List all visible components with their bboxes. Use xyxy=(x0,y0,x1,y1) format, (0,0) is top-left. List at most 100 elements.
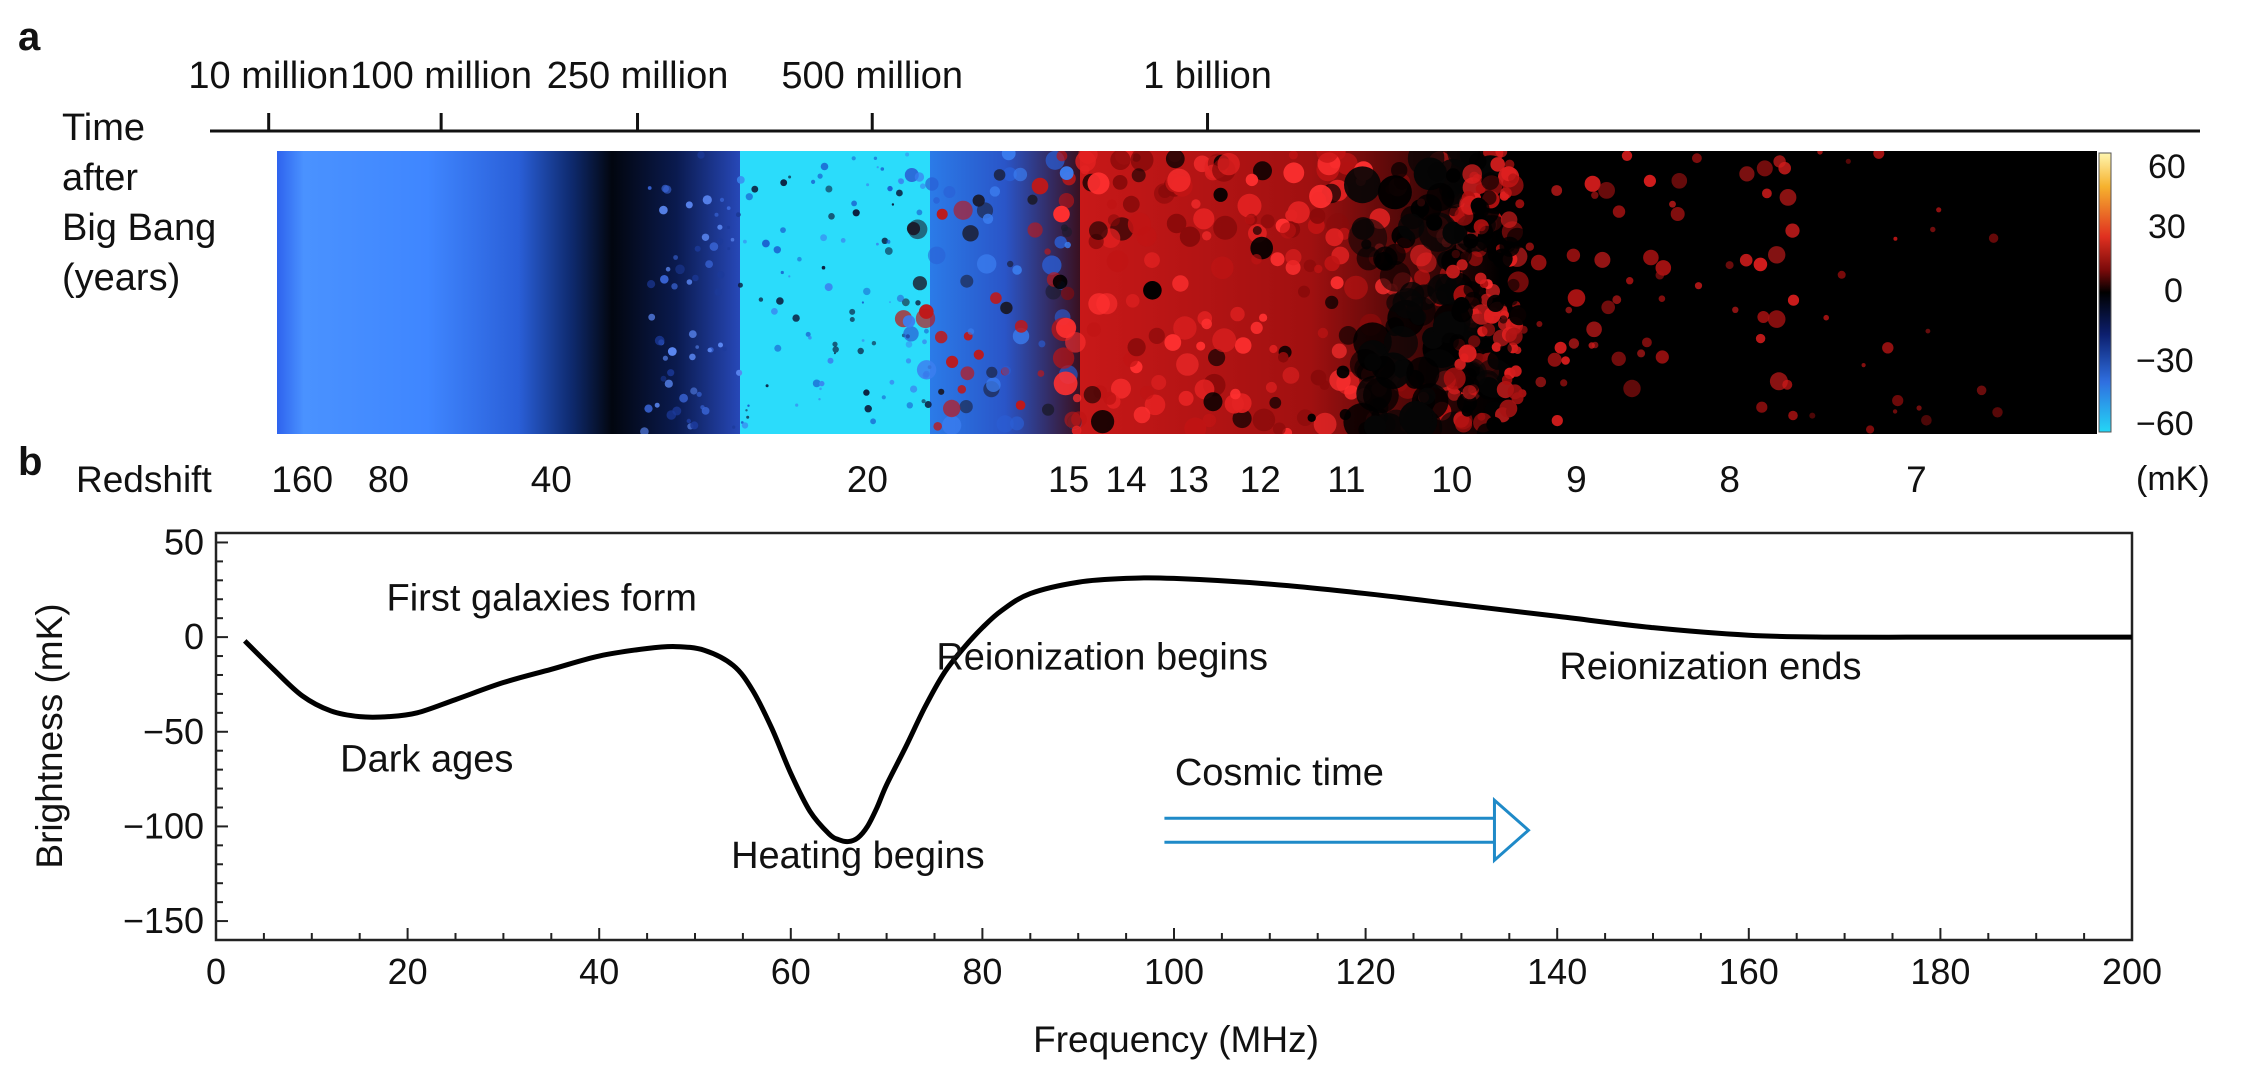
map-speckle xyxy=(1000,301,1013,315)
map-speckle xyxy=(640,427,649,434)
map-speckle xyxy=(1511,354,1525,368)
map-speckle xyxy=(692,274,699,282)
map-speckle xyxy=(1086,322,1101,337)
map-speckle xyxy=(1052,274,1068,290)
y-tick-label: −150 xyxy=(123,900,204,941)
map-speckle xyxy=(1107,214,1120,227)
map-speckle xyxy=(1251,253,1262,265)
map-speckle xyxy=(840,238,846,243)
map-speckle xyxy=(694,245,701,252)
map-speckle xyxy=(788,275,791,278)
map-speckle xyxy=(735,212,741,218)
map-speckle xyxy=(1725,261,1734,270)
map-speckle xyxy=(1344,275,1368,300)
map-speckle xyxy=(1103,391,1117,405)
map-speckle xyxy=(1364,353,1382,371)
map-speckle xyxy=(747,404,750,407)
time-axis: 10 million 100 million 250 million 500 mill… xyxy=(62,55,2200,299)
map-speckle xyxy=(664,379,673,388)
map-speckle xyxy=(871,341,877,346)
map-speckle xyxy=(648,313,656,321)
map-speckle xyxy=(1398,213,1425,240)
redshift-tick-label: 15 xyxy=(1048,459,1089,500)
map-speckle xyxy=(1001,151,1016,161)
map-speckle xyxy=(811,179,816,184)
map-speckle xyxy=(1785,223,1800,238)
map-speckle xyxy=(1976,385,1987,396)
map-speckle xyxy=(943,399,961,418)
map-speckle xyxy=(1921,415,1932,426)
map-speckle xyxy=(667,369,675,377)
map-speckle xyxy=(927,246,946,265)
map-speckle xyxy=(686,279,693,285)
map-speckle xyxy=(1133,406,1151,424)
map-speckle xyxy=(915,300,921,306)
colorbar-tick-30: 30 xyxy=(2148,208,2186,246)
map-speckle xyxy=(1551,415,1563,427)
map-speckle xyxy=(821,265,826,270)
map-speckle xyxy=(925,177,939,191)
map-speckle xyxy=(1316,151,1339,163)
map-speckle xyxy=(1930,226,1936,233)
map-speckle xyxy=(876,166,879,169)
time-axis-title: Time after Big Bang (years) xyxy=(62,107,227,299)
map-speckle xyxy=(1296,409,1314,427)
x-tick-label: 20 xyxy=(388,951,428,992)
map-speckle xyxy=(1278,352,1289,363)
map-speckle xyxy=(1344,166,1381,204)
map-speckle xyxy=(1058,193,1075,209)
redshift-ticks: 160 80 40 20 15 14 13 12 11 10 9 8 7 xyxy=(271,459,1926,500)
map-speckle xyxy=(1414,269,1431,286)
y-tick-label: −100 xyxy=(123,805,204,846)
map-speckle xyxy=(1298,285,1310,298)
map-speckle xyxy=(902,315,916,328)
map-speckle xyxy=(864,405,872,413)
map-speckle xyxy=(1762,188,1772,199)
map-speckle xyxy=(1317,327,1329,339)
map-speckle xyxy=(903,326,919,342)
map-speckle xyxy=(1196,341,1206,351)
map-speckle xyxy=(1823,314,1829,321)
map-speckle xyxy=(817,173,823,179)
map-speckle xyxy=(1478,337,1495,354)
map-speckle xyxy=(915,308,936,329)
colorbar-scale xyxy=(2098,152,2112,433)
map-speckle xyxy=(662,355,669,361)
map-speckles xyxy=(640,151,2003,434)
map-speckle xyxy=(1012,265,1022,275)
map-speckle xyxy=(1303,259,1317,273)
map-speckle xyxy=(972,194,985,207)
map-speckle xyxy=(1015,400,1026,411)
map-speckle xyxy=(916,360,937,380)
map-speckle xyxy=(905,358,912,364)
map-speckle xyxy=(1658,295,1666,303)
map-speckle xyxy=(820,162,829,171)
map-speckle xyxy=(1127,338,1146,357)
map-speckle xyxy=(686,418,691,424)
map-speckle xyxy=(1519,325,1528,334)
y-tick-label: 0 xyxy=(184,616,204,657)
map-speckle xyxy=(714,212,719,217)
map-speckle xyxy=(1106,199,1117,210)
map-speckle xyxy=(1992,407,2003,418)
map-speckle xyxy=(818,398,821,401)
time-title-line-4: (years) xyxy=(62,257,180,299)
map-speckle xyxy=(771,308,778,315)
map-speckle xyxy=(1837,270,1846,279)
map-speckle xyxy=(1060,286,1075,301)
map-speckle xyxy=(849,308,856,315)
map-speckle xyxy=(660,375,667,382)
map-speckle xyxy=(1089,221,1108,241)
map-speckle xyxy=(688,330,697,338)
map-speckle xyxy=(1474,272,1487,285)
map-speckle xyxy=(1279,222,1296,239)
map-speckle xyxy=(1471,304,1492,325)
map-speckle xyxy=(1313,412,1337,434)
map-speckle xyxy=(1669,200,1676,208)
x-tick-label: 120 xyxy=(1336,951,1396,992)
map-speckle xyxy=(1508,173,1518,184)
map-speckle xyxy=(730,237,735,242)
map-speckle xyxy=(1446,264,1460,279)
map-speckle xyxy=(1065,332,1086,353)
map-speckle xyxy=(920,183,926,189)
